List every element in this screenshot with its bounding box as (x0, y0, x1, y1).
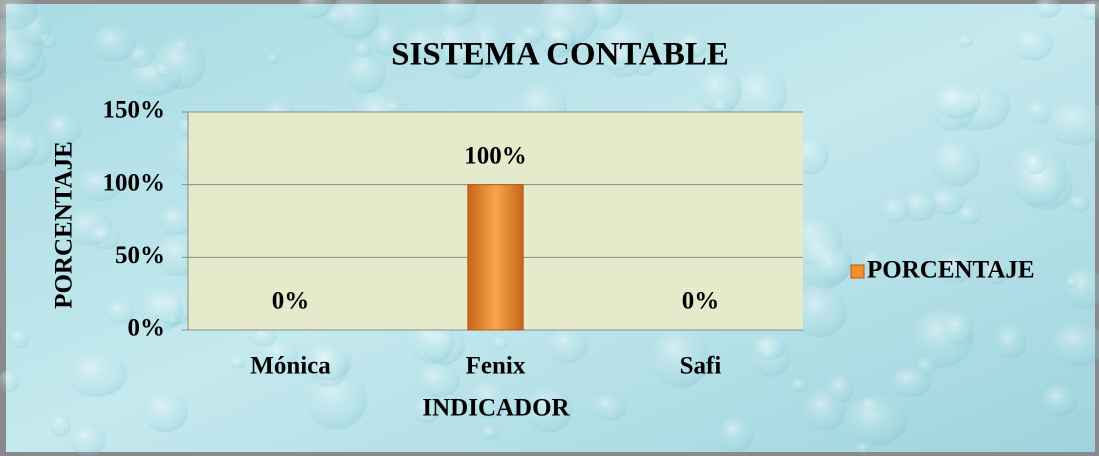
y-axis-title: PORCENTAJE (51, 141, 78, 309)
water-drop (1034, 0, 1061, 19)
water-drop (790, 378, 809, 392)
water-drop (0, 73, 33, 118)
water-drop (752, 334, 787, 360)
water-drop (1013, 27, 1053, 61)
water-drop (519, 24, 545, 44)
water-drop (890, 366, 931, 397)
water-drop (1050, 323, 1099, 367)
water-drop (603, 41, 645, 78)
water-drop (470, 380, 509, 419)
data-label: 100% (464, 142, 527, 169)
water-drop (1068, 195, 1090, 212)
water-drop (931, 139, 981, 187)
water-drop (844, 396, 907, 446)
water-drop (77, 168, 123, 202)
water-drop (49, 413, 72, 437)
water-drop (415, 364, 461, 398)
data-label: 0% (272, 288, 310, 315)
water-drop (917, 356, 936, 376)
water-drop (546, 328, 588, 364)
water-drop (791, 285, 848, 338)
water-drop (901, 190, 937, 222)
water-drop (862, 250, 884, 271)
water-drop (142, 391, 188, 433)
data-label: 0% (682, 288, 720, 315)
water-drop (345, 52, 387, 94)
y-tick-label: 150% (103, 97, 166, 124)
water-drop (307, 346, 349, 388)
chart-title: SISTEMA CONTABLE (391, 37, 729, 73)
water-drop (266, 53, 280, 64)
water-drop (372, 23, 403, 56)
water-drop (354, 41, 373, 58)
y-tick-label: 50% (115, 242, 165, 269)
water-drop (547, 25, 577, 53)
water-drop (957, 35, 974, 47)
water-drop (491, 336, 509, 350)
water-drop (934, 83, 981, 119)
water-drop (856, 442, 871, 454)
water-drop (1079, 0, 1099, 21)
water-drop (155, 38, 206, 90)
water-drop (1026, 99, 1052, 124)
water-drop (1041, 385, 1078, 417)
water-drop (718, 416, 754, 453)
water-drop (980, 260, 1009, 285)
water-drop (734, 68, 788, 121)
water-drop (994, 324, 1027, 359)
water-drop (65, 351, 128, 397)
water-drop (105, 300, 135, 324)
water-drop (261, 339, 298, 369)
water-drop (329, 0, 380, 40)
water-drop (696, 68, 742, 114)
water-drop (956, 205, 982, 225)
water-drop (526, 387, 573, 433)
water-drop (1063, 267, 1099, 310)
water-drop (650, 328, 711, 388)
water-drop (881, 197, 910, 223)
water-drop (70, 423, 106, 456)
water-drop (0, 120, 39, 171)
water-drop (140, 288, 184, 331)
water-drop (0, 369, 20, 393)
y-tick-label: 0% (128, 315, 166, 342)
legend-swatch (850, 264, 865, 279)
water-drop (439, 0, 476, 27)
water-drop (929, 188, 965, 215)
water-drop (1023, 153, 1047, 174)
water-drop (298, 0, 332, 19)
water-drop (677, 31, 708, 59)
water-drop (1045, 99, 1099, 146)
water-drop (10, 328, 30, 349)
y-tick-label: 100% (103, 169, 166, 196)
water-drop (88, 224, 121, 250)
water-drop (402, 26, 447, 60)
water-drop (158, 205, 195, 236)
x-tick-label: Mónica (250, 353, 331, 380)
water-drop (228, 355, 246, 369)
water-drop (127, 46, 155, 68)
water-drop (412, 396, 441, 424)
x-tick-label: Safi (680, 353, 722, 380)
water-drop (812, 245, 852, 285)
x-axis-title: INDICADOR (422, 395, 570, 422)
water-drop (0, 16, 44, 77)
water-drop (938, 251, 974, 284)
legend-label: PORCENTAJE (867, 257, 1035, 284)
water-drop (1065, 278, 1078, 288)
water-drop (590, 394, 627, 421)
water-drop (92, 25, 137, 62)
water-drop (480, 425, 499, 440)
water-drop (803, 389, 846, 431)
water-drop (586, 0, 622, 30)
water-drop (43, 112, 82, 147)
water-drop (941, 312, 975, 345)
bar (467, 184, 524, 331)
x-tick-label: Fenix (466, 353, 526, 380)
